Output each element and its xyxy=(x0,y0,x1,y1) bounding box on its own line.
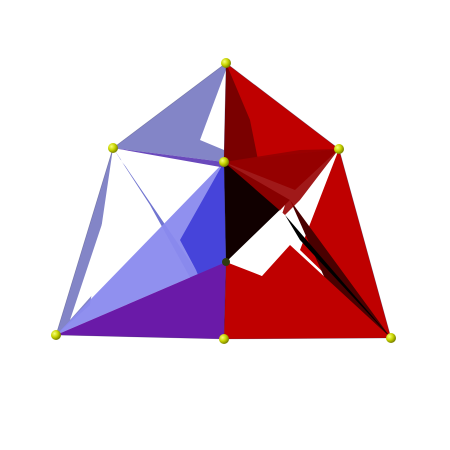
edge xyxy=(225,62,340,150)
edge xyxy=(112,62,227,149)
vertex-bottom-center xyxy=(219,334,229,344)
opening-right-center xyxy=(232,205,285,276)
edge xyxy=(223,337,392,340)
vertex-center-lower xyxy=(222,258,230,266)
openings xyxy=(70,70,285,320)
red-face-dark-band xyxy=(290,200,391,338)
vertex-top xyxy=(221,58,231,68)
edge xyxy=(55,147,114,336)
vertex-lower-left xyxy=(51,330,61,340)
vertex-upper-right xyxy=(334,144,344,154)
edge xyxy=(55,334,225,340)
purple-face-bottom xyxy=(56,262,226,339)
blue-face-lower xyxy=(56,162,226,335)
vertex-center-upper xyxy=(219,157,229,167)
black-face-center xyxy=(224,162,290,262)
vertices xyxy=(51,58,396,344)
black-face-diagonal xyxy=(285,215,391,338)
blue-face-left-band xyxy=(56,148,113,335)
red-face-lower xyxy=(224,245,391,339)
opening-top-left xyxy=(200,70,226,150)
edges xyxy=(55,62,392,340)
opening-left-lower xyxy=(70,170,150,320)
vertex-lower-right xyxy=(386,333,396,343)
vertex-upper-left xyxy=(108,143,118,153)
blue-face-top-left xyxy=(113,63,226,162)
blue-faces xyxy=(56,63,339,339)
opening-left-center xyxy=(120,160,210,215)
red-face-spine-dark xyxy=(224,63,260,170)
red-face-mid-dark xyxy=(224,149,339,215)
red-face-right-outer xyxy=(300,149,391,338)
edge xyxy=(223,62,227,163)
red-faces xyxy=(224,63,391,339)
edge xyxy=(338,148,392,339)
edge xyxy=(223,161,227,263)
edge xyxy=(223,261,227,340)
